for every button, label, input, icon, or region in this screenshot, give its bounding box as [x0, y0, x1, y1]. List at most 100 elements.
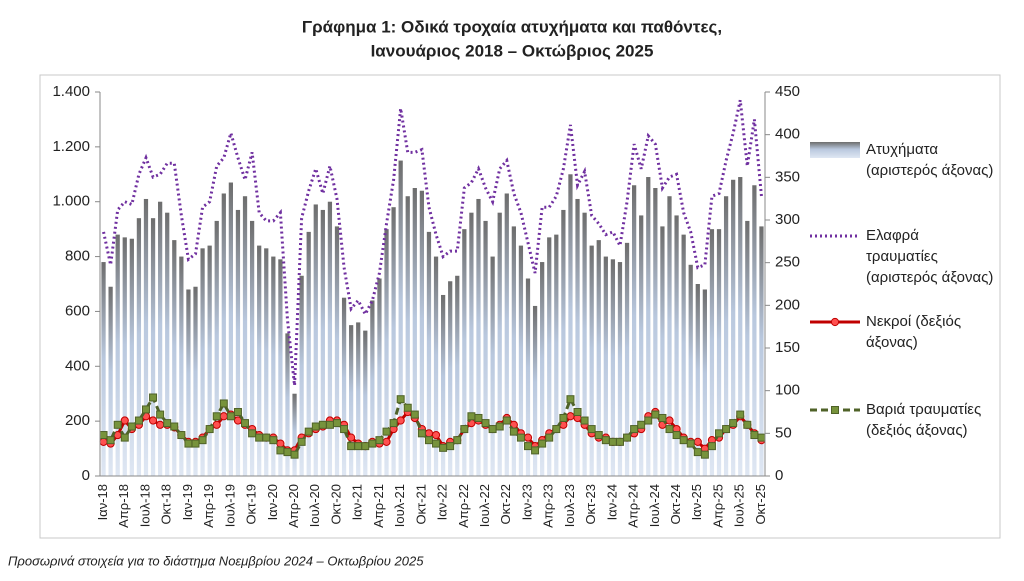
point	[219, 412, 228, 421]
point	[340, 425, 349, 434]
bar	[405, 196, 410, 476]
x-tick-label: Οκτ-25	[753, 484, 768, 525]
bar	[596, 240, 601, 476]
x-tick-label: Ιαν-22	[435, 484, 450, 520]
bar	[540, 262, 545, 476]
point	[700, 450, 709, 459]
x-tick-label: Ιουλ-20	[307, 484, 322, 527]
point	[665, 425, 674, 434]
point	[432, 439, 441, 448]
x-tick-label: Ιαν-21	[350, 484, 365, 520]
x-tick-label: Ιαν-24	[604, 484, 619, 520]
point	[467, 412, 476, 421]
legend-marker	[830, 317, 840, 327]
x-tick-label: Ιαν-20	[265, 484, 280, 520]
bar	[136, 218, 142, 476]
x-tick-label: Απρ-21	[371, 484, 386, 528]
bar	[660, 226, 665, 476]
point	[134, 416, 143, 425]
x-tick-label: Απρ-22	[456, 484, 471, 528]
point	[460, 425, 469, 434]
bar	[561, 209, 566, 476]
point	[248, 429, 257, 438]
bar	[497, 212, 502, 476]
point	[707, 442, 716, 451]
point	[347, 442, 356, 451]
point	[431, 430, 441, 440]
x-tick-label: Απρ-23	[541, 484, 556, 528]
point	[191, 439, 200, 448]
point	[495, 422, 504, 431]
point	[304, 427, 313, 436]
point	[354, 442, 363, 451]
x-tick-label: Ιουλ-24	[647, 484, 662, 527]
legend-marker	[831, 406, 839, 414]
bar	[469, 212, 474, 476]
point	[651, 410, 660, 419]
point	[212, 412, 221, 421]
point	[587, 425, 596, 434]
bar	[143, 198, 149, 476]
bar	[568, 174, 573, 477]
bar	[653, 188, 658, 476]
bar	[723, 196, 729, 476]
bar	[115, 234, 120, 476]
bar	[228, 182, 233, 476]
bar	[278, 259, 283, 476]
point	[637, 420, 646, 429]
x-tick-label: Ιουλ-18	[137, 484, 152, 527]
point	[269, 436, 278, 445]
y2-tick-label: 350	[775, 168, 800, 185]
point	[205, 425, 214, 434]
point	[531, 446, 540, 455]
point	[750, 431, 759, 440]
legend-label: Ατυχήματα (αριστερός άξονας)	[866, 141, 994, 179]
x-tick-label: Ιαν-19	[180, 484, 195, 520]
point	[481, 419, 490, 428]
point	[347, 433, 356, 442]
y-tick-label: 0	[82, 467, 90, 484]
bar	[702, 289, 707, 476]
bar	[377, 278, 382, 476]
point	[524, 442, 533, 451]
x-tick-label: Ιαν-25	[689, 484, 704, 520]
bar	[292, 393, 297, 476]
bar	[632, 185, 637, 476]
point	[573, 408, 582, 416]
bar	[285, 333, 290, 476]
x-tick-label: Οκτ-18	[159, 484, 174, 525]
footnote: Προσωρινά στοιχεία για το διάστημα Νοεμβ…	[8, 553, 424, 568]
legend-entry: Βαριά τραυματίες (δεξιός άξονας)	[866, 401, 981, 439]
x-tick-label: Ιαν-23	[519, 484, 534, 520]
point	[630, 425, 639, 434]
y-tick-label: 1.200	[52, 138, 90, 155]
point	[403, 403, 412, 412]
bar	[575, 198, 580, 476]
point	[601, 436, 610, 445]
bar	[193, 286, 198, 476]
bar	[490, 256, 495, 476]
chart-frame	[39, 74, 1001, 539]
x-tick-label: Οκτ-22	[498, 484, 513, 525]
bar	[752, 185, 757, 476]
bar	[455, 275, 460, 476]
bar	[448, 281, 453, 476]
point	[644, 416, 653, 425]
point	[439, 443, 448, 452]
bar	[299, 275, 304, 476]
point	[318, 420, 327, 429]
point	[276, 439, 285, 448]
point	[396, 416, 405, 425]
y-tick-label: 200	[65, 412, 90, 429]
point	[693, 437, 702, 446]
y2-tick-label: 150	[775, 339, 800, 356]
point	[615, 437, 624, 446]
series-line	[102, 99, 763, 386]
y-tick-label: 800	[65, 248, 90, 265]
point	[566, 395, 575, 404]
point	[283, 448, 292, 457]
bar	[398, 160, 403, 477]
bar	[462, 229, 467, 476]
point	[672, 431, 681, 440]
bar	[249, 220, 255, 476]
